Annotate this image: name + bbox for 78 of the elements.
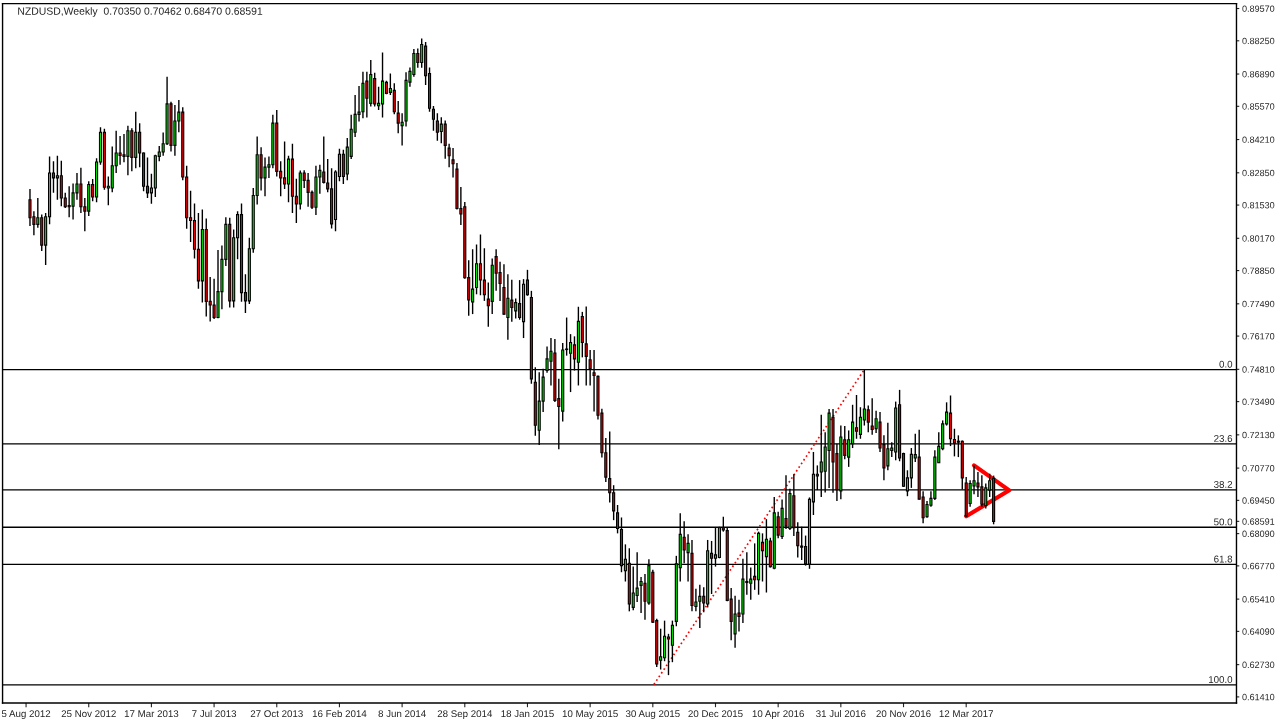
candlestick: [474, 243, 479, 295]
y-tick-label: 0.72130: [1242, 431, 1275, 439]
candlestick: [55, 154, 59, 201]
candlestick: [145, 156, 150, 199]
candlestick: [506, 273, 510, 341]
x-tick-label: 10 Apr 2016: [752, 710, 804, 720]
x-tick-label: 12 Mar 2017: [939, 710, 993, 718]
candlestick: [259, 146, 263, 192]
candlestick: [380, 51, 385, 119]
y-tick-label: 0.65410: [1242, 596, 1275, 603]
candlestick: [670, 619, 674, 663]
candlestick: [392, 82, 396, 116]
annotation: 38.2: [1214, 481, 1233, 488]
x-tick-label: 31 Jul 2016: [816, 709, 866, 718]
x-tick-label: 8 Jun 2014: [378, 710, 426, 718]
candlestick: [67, 185, 71, 218]
candlestick: [858, 406, 862, 440]
x-tick-label: 16 Feb 2014: [312, 709, 367, 718]
candlestick: [306, 172, 310, 208]
candlestick: [59, 160, 63, 207]
y-tick-label: 0.80170: [1242, 235, 1275, 242]
x-tick-label: 17 Mar 2013: [124, 710, 179, 718]
candlestick: [514, 297, 518, 320]
y-tick-label: 0.68591: [1242, 518, 1275, 525]
y-tick-label: 0.73490: [1242, 398, 1275, 405]
annotation: 100.0: [1208, 676, 1233, 683]
x-tick-label: 20 Dec 2015: [688, 710, 743, 718]
candlestick: [518, 279, 522, 321]
annotation: 61.8: [1214, 555, 1233, 563]
candlestick: [283, 140, 287, 190]
y-tick-label: 0.62730: [1242, 661, 1275, 668]
x-tick-label: 28 Sep 2014: [437, 710, 493, 720]
y-tick-label: 0.81530: [1242, 202, 1275, 209]
x-tick-label: 10 May 2015: [562, 710, 618, 720]
y-tick-label: 0.82850: [1242, 169, 1275, 177]
x-tick-label: 27 Oct 2013: [250, 710, 303, 718]
candlestick: [471, 248, 475, 315]
candlestick: [854, 394, 859, 440]
candlestick: [263, 156, 267, 197]
candlestick: [435, 112, 439, 142]
y-tick-label: 0.77490: [1242, 300, 1275, 308]
y-tick-label: 0.74810: [1242, 366, 1275, 373]
x-tick-label: 25 Nov 2012: [61, 710, 116, 718]
candlestick: [439, 116, 443, 144]
y-tick-label: 0.76170: [1242, 333, 1275, 340]
candlestick: [478, 233, 483, 296]
y-tick-label: 0.64090: [1242, 628, 1275, 635]
candlestick: [663, 619, 667, 662]
x-tick-label: 5 Aug 2012: [1, 710, 51, 720]
y-tick-label: 0.69450: [1242, 497, 1275, 504]
y-tick-label: 0.86890: [1242, 71, 1275, 78]
y-tick-label: 0.70770: [1242, 465, 1275, 472]
candlestick: [365, 71, 369, 119]
candlestick: [431, 105, 436, 132]
y-tick-label: 0.89570: [1242, 5, 1275, 12]
y-tick-label: 0.85570: [1242, 103, 1275, 110]
y-tick-label: 0.84210: [1242, 136, 1275, 143]
x-tick-label: 20 Nov 2016: [876, 710, 931, 718]
x-tick-label: 7 Jul 2013: [192, 709, 237, 718]
candlestick: [118, 135, 122, 166]
y-tick-label: 0.78850: [1242, 267, 1275, 274]
candlestick: [212, 277, 216, 320]
x-tick-label: 30 Aug 2015: [625, 710, 680, 720]
candlestick: [870, 397, 874, 436]
y-tick-label: 0.68090: [1242, 530, 1275, 537]
annotation: 0.0: [1219, 360, 1233, 368]
annotation: 23.6: [1214, 435, 1233, 442]
y-tick-label: 0.88250: [1242, 37, 1275, 45]
candlestick: [698, 583, 702, 629]
candlestick: [122, 133, 126, 163]
candlestick: [510, 279, 514, 323]
x-tick-label: 18 Jan 2015: [501, 710, 554, 718]
candlestick: [482, 247, 486, 302]
candlestick: [341, 149, 345, 185]
y-tick-label: 0.61410: [1242, 693, 1275, 701]
y-tick-label: 0.66770: [1242, 562, 1275, 570]
annotation: 50.0: [1214, 518, 1233, 526]
chart-title: NZDUSD,Weekly 0.70350 0.70462 0.68470 0.68591: [18, 7, 263, 17]
